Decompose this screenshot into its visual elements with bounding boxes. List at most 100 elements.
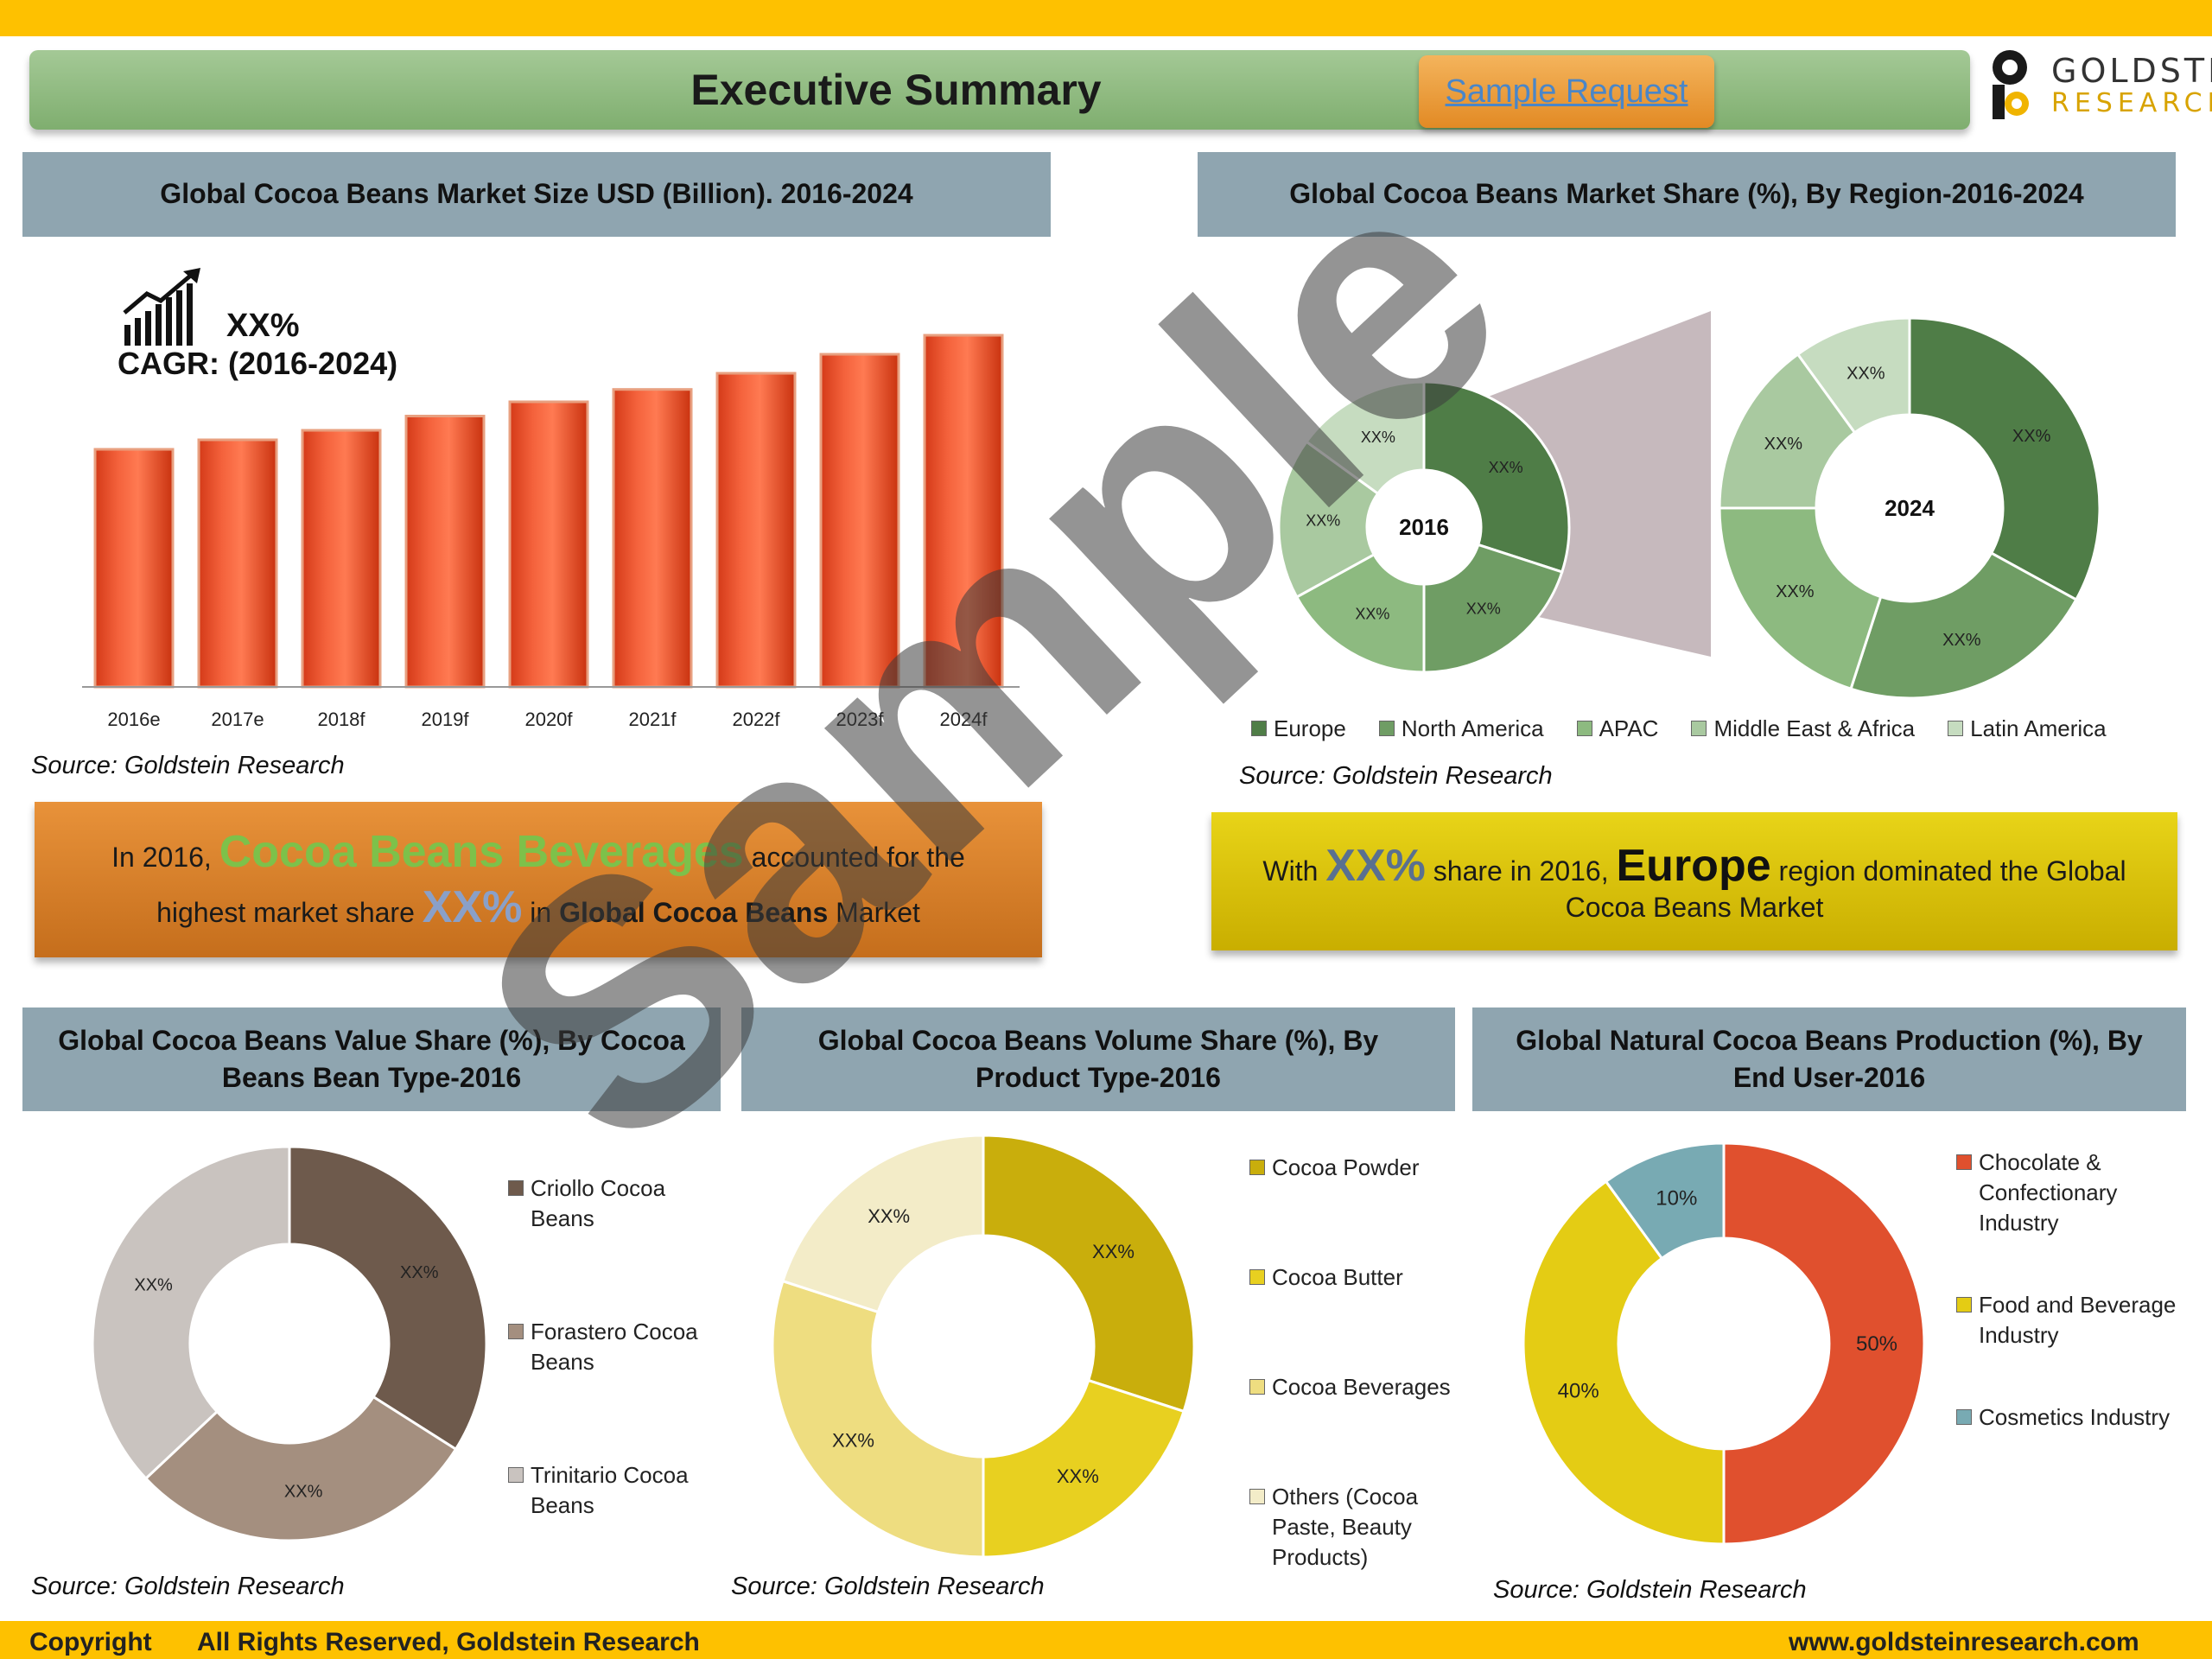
donut-slice-3 [1718,506,1883,691]
donut-data-label: 50% [1856,1332,1897,1356]
donut-slice-2 [1422,543,1564,674]
callout2-text-3: region dominated the Global [1778,855,2126,887]
callout1-text-6: Market [836,897,920,928]
panel-title-product-type: Global Cocoa Beans Volume Share (%), By … [741,1007,1455,1111]
x-tick-label: 2016e [107,709,160,730]
donut-slice-1 [1908,316,2101,602]
x-tick-label: 2022f [732,709,780,730]
end-user-legend: Chocolate & Confectionary Industry Food a… [1956,1147,2190,1485]
donut-slice-3 [91,1145,291,1481]
donut-data-label: XX% [1847,365,1885,384]
donut-data-label: XX% [400,1263,439,1282]
legend-swatch [1249,1269,1265,1286]
callout2-text-2: share in 2016, [1433,855,1609,887]
legend-swatch [1956,1154,1972,1170]
donut-slice-5 [1304,380,1426,496]
bar-2022f [715,372,797,689]
bar-2017e [197,438,278,689]
donut-slice-1 [288,1145,488,1452]
donut-center-label: 2024 [1885,495,1935,521]
legend-swatch [1378,721,1395,736]
donut-slice-2 [143,1395,458,1542]
source-text-5: Source: Goldstein Research [1493,1576,1807,1604]
legend-label: Cocoa Butter [1272,1264,1403,1291]
callout-europe: With XX% share in 2016, Europe region do… [1211,812,2177,950]
donut-slice-4 [1718,352,1857,510]
source-text-3: Source: Goldstein Research [31,1573,345,1600]
bar-2024f [923,334,1004,689]
donut-data-label: XX% [1764,435,1803,454]
legend-label: Cocoa Powder [1272,1154,1420,1180]
donut-data-label: XX% [1361,429,1395,446]
legend-item: Forastero Cocoa Beans [508,1317,724,1377]
footer-url-link[interactable]: www.goldsteinresearch.com [1789,1628,2139,1656]
callout1-text-4: in [530,897,552,928]
legend-item: Food and Beverage Industry [1956,1290,2190,1351]
panel-title-market-size: Global Cocoa Beans Market Size USD (Bill… [22,152,1051,237]
callout1-text-1: In 2016, [111,842,212,873]
legend-swatch [508,1180,524,1196]
goldstein-logo-icon [1993,50,2029,119]
legend-swatch [508,1324,524,1340]
legend-swatch [1249,1160,1265,1175]
legend-item: Cocoa Beverages [1249,1372,1457,1402]
donut-slice-4 [781,1134,985,1314]
donut-data-label: XX% [1092,1241,1135,1262]
legend-label: Forastero Cocoa Beans [531,1319,698,1376]
source-text-1: Source: Goldstein Research [31,752,345,779]
legend-swatch [1948,721,1964,736]
bar-2020f [508,400,589,689]
legend-label: Others (Cocoa Paste, Beauty Products) [1272,1484,1419,1571]
donut-data-label: XX% [1776,582,1815,601]
x-tick-label: 2020f [524,709,573,730]
donut-data-label: XX% [2012,427,2051,446]
page-title: Executive Summary [690,66,1102,114]
end-user-donut-chart: 50% 40% 10% [1522,1141,1926,1546]
legend-item: Trinitario Cocoa Beans [508,1460,724,1521]
legend-swatch [1956,1409,1972,1426]
donut-center-label: 2016 [1399,514,1449,540]
footer-copyright-label: Copyright [29,1628,152,1656]
legend-item: Cosmetics Industry [1956,1402,2190,1433]
panel-title-end-user: Global Natural Cocoa Beans Production (%… [1472,1007,2186,1111]
donut-slice-1 [1422,380,1571,574]
bar-2018f [301,429,382,689]
footer-bar [0,1621,2212,1659]
cagr-value: XX% [226,308,300,344]
donut-slice-2 [1849,550,2078,700]
legend-label: APAC [1599,715,1659,741]
legend-swatch [1249,1379,1265,1395]
legend-label: Cosmetics Industry [1979,1404,2171,1431]
legend-label: Chocolate & Confectionary Industry [1979,1149,2118,1236]
bar-2021f [612,388,693,689]
donut-data-label: XX% [1306,512,1340,530]
legend-item: Cocoa Butter [1249,1262,1457,1293]
callout1-value: XX% [422,882,523,932]
legend-swatch [1576,721,1592,736]
donut-data-label: XX% [1355,606,1389,623]
region-legend: Europe North America APAC Middle East & Afr… [1251,714,2107,744]
x-tick-label: 2017e [211,709,264,730]
legend-item: APAC [1576,714,1659,744]
donut-data-label: 10% [1656,1187,1697,1211]
callout2-value: XX% [1325,840,1426,891]
source-text-4: Source: Goldstein Research [731,1573,1045,1600]
legend-label: Food and Beverage Industry [1979,1292,2177,1349]
bar-2016e [93,448,175,689]
product-type-legend: Cocoa Powder Cocoa Butter Cocoa Beverages O… [1249,1153,1457,1653]
top-bar [0,0,2212,36]
donut-slice-3 [771,1279,985,1559]
donut-data-label: XX% [1942,631,1981,650]
sample-request-button[interactable]: Sample Request [1419,55,1714,128]
legend-swatch [1691,721,1707,736]
legend-label: Cocoa Beverages [1272,1374,1451,1401]
bar-2019f [404,415,486,689]
legend-swatch [1251,721,1267,736]
x-tick-label: 2018f [317,709,365,730]
legend-item: Others (Cocoa Paste, Beauty Products) [1249,1482,1457,1573]
bean-type-legend: Criollo Cocoa Beans Forastero Cocoa Beans… [508,1173,724,1605]
legend-item: Criollo Cocoa Beans [508,1173,724,1234]
legend-item: Cocoa Powder [1249,1153,1457,1183]
legend-label: North America [1401,715,1544,741]
growth-chart-icon [123,268,200,346]
